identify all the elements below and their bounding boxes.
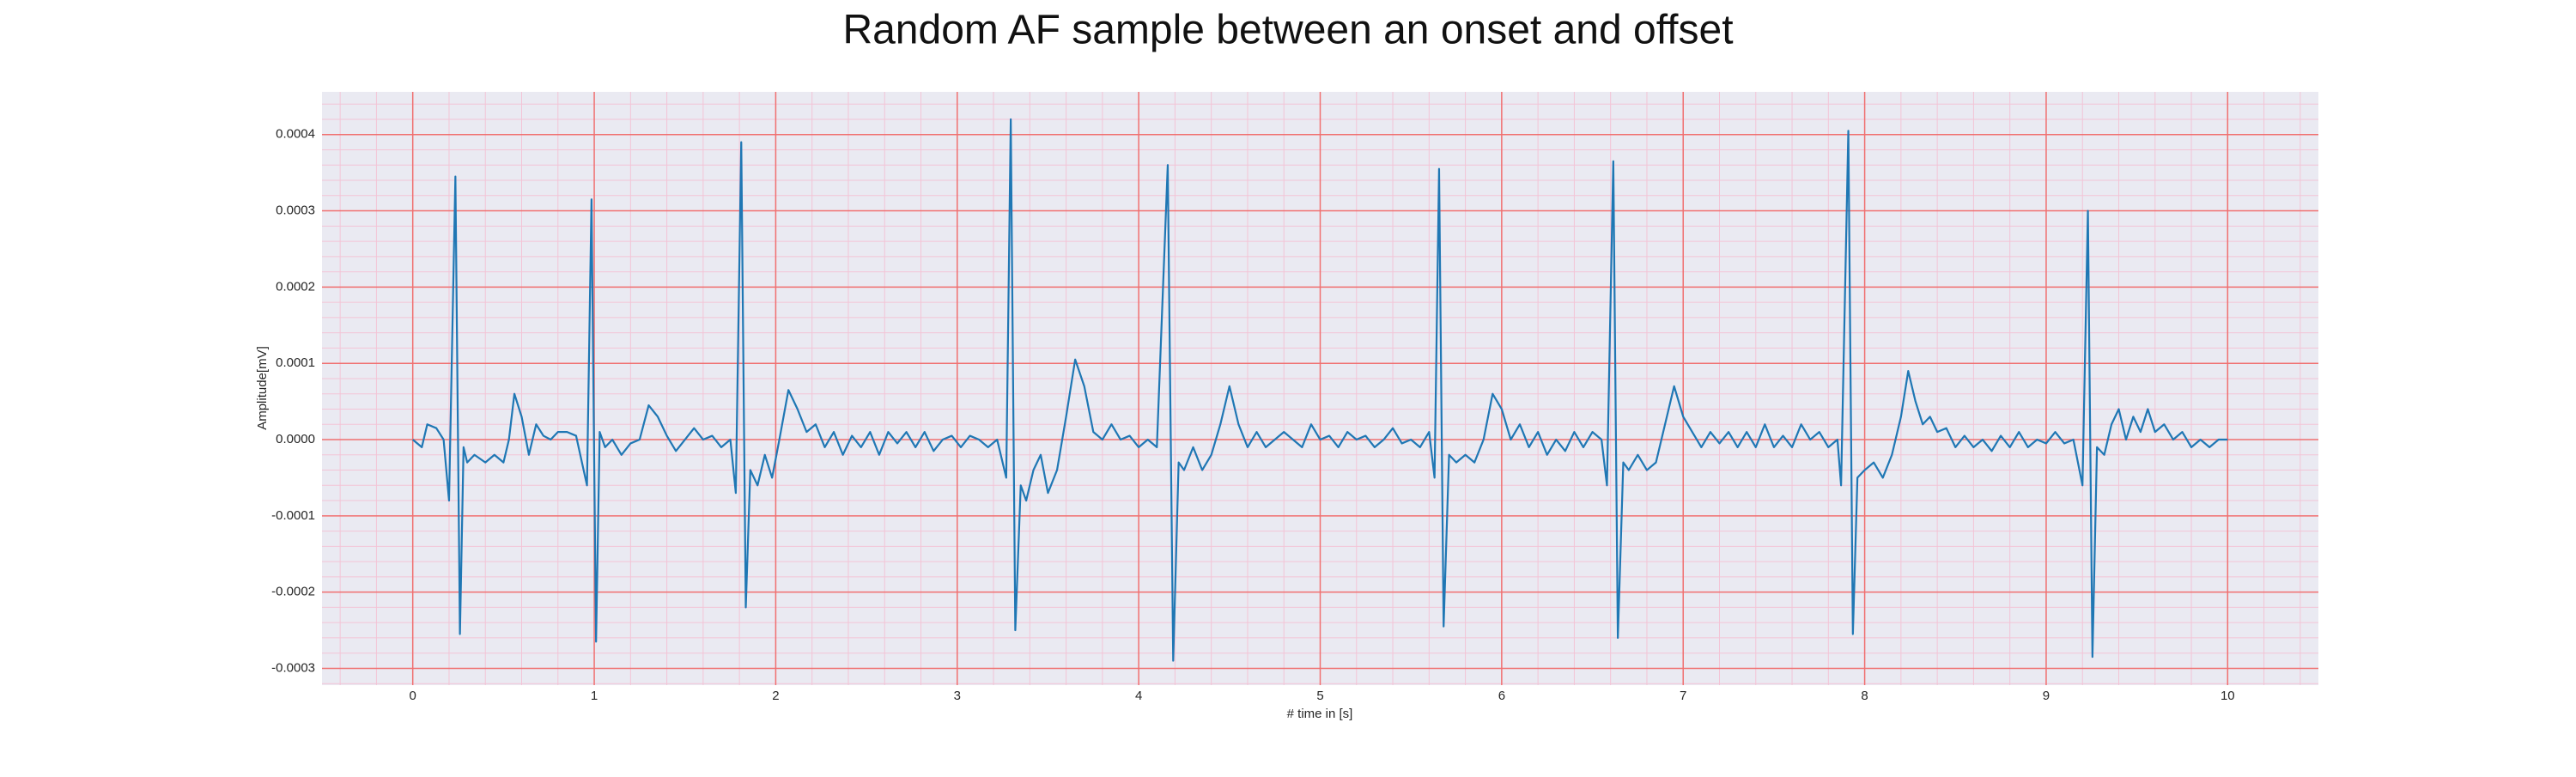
y-axis-label: Amplitude[mV] bbox=[255, 346, 270, 430]
y-tick-label: -0.0001 bbox=[271, 508, 315, 523]
y-tick-label: 0.0002 bbox=[276, 279, 315, 294]
x-tick-label: 8 bbox=[1861, 689, 1868, 703]
y-tick-label: 0.0003 bbox=[276, 203, 315, 218]
x-tick-label: 6 bbox=[1498, 689, 1505, 703]
y-tick-label: -0.0003 bbox=[271, 660, 315, 675]
chart-title: Random AF sample between an onset and of… bbox=[842, 8, 1733, 53]
y-tick-label: 0.0000 bbox=[276, 432, 315, 446]
x-axis-label: # time in [s] bbox=[1287, 707, 1353, 721]
y-tick-label: 0.0004 bbox=[276, 127, 315, 142]
x-tick-label: 7 bbox=[1680, 689, 1686, 703]
x-tick-label: 10 bbox=[2221, 689, 2235, 703]
x-tick-label: 4 bbox=[1135, 689, 1142, 703]
y-tick-label: 0.0001 bbox=[276, 355, 315, 370]
x-tick-label: 0 bbox=[410, 689, 416, 703]
x-tick-label: 9 bbox=[2043, 689, 2050, 703]
x-tick-label: 2 bbox=[772, 689, 779, 703]
signal-line bbox=[411, 118, 2228, 662]
x-tick-label: 3 bbox=[954, 689, 961, 703]
y-tick-label: -0.0002 bbox=[271, 585, 315, 599]
x-tick-label: 1 bbox=[591, 689, 598, 703]
plot-area bbox=[322, 92, 2318, 685]
x-tick-label: 5 bbox=[1316, 689, 1323, 703]
